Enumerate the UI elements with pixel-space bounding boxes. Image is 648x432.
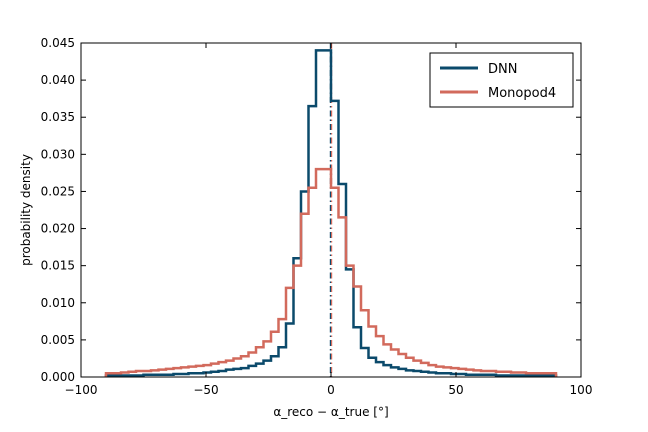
y-axis-label: probability density — [19, 154, 33, 266]
x-tick-label: −100 — [65, 383, 98, 397]
y-tick-label: 0.040 — [41, 73, 75, 87]
x-tick-label: −50 — [193, 383, 218, 397]
y-tick-label: 0.015 — [41, 259, 75, 273]
y-tick-label: 0.035 — [41, 110, 75, 124]
series-dnn-step — [104, 49, 558, 377]
y-tick-label: 0.025 — [41, 184, 75, 198]
legend-box — [429, 52, 574, 108]
y-tick-label: 0.010 — [41, 296, 75, 310]
series-layer — [104, 49, 558, 377]
x-tick-label: 0 — [327, 383, 335, 397]
legend-label-monopod4: Monopod4 — [488, 86, 556, 101]
legend: DNN Monopod4 — [429, 52, 574, 108]
y-tick-label: 0.000 — [41, 370, 75, 384]
x-axis-label: α_reco − α_true [°] — [273, 405, 388, 419]
series-monopod4-step — [104, 167, 558, 377]
legend-label-dnn: DNN — [488, 62, 517, 77]
x-tick-label: 50 — [448, 383, 463, 397]
x-tick-label: 100 — [570, 383, 593, 397]
y-tick-label: 0.030 — [41, 147, 75, 161]
y-tick-label: 0.020 — [41, 222, 75, 236]
ticks: −100 −50 0 50 100 0.000 0.005 0.010 0.015 0.020 0.… — [41, 36, 593, 397]
y-tick-label: 0.045 — [41, 36, 75, 50]
y-tick-label: 0.005 — [41, 333, 75, 347]
